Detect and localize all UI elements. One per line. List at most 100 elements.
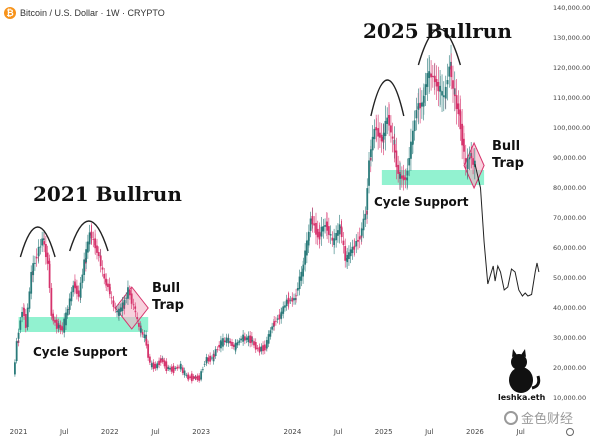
candle-body: [390, 125, 392, 133]
candle-body: [209, 355, 212, 362]
candle-body: [52, 316, 55, 321]
candle-body: [178, 366, 180, 368]
candle-body: [269, 330, 272, 337]
candle-body: [342, 240, 345, 246]
candle-body: [229, 341, 232, 344]
candle-body: [231, 341, 233, 347]
annotation-bull-trap-1-line1: Bull: [152, 281, 180, 296]
candle-body: [280, 311, 283, 316]
y-tick-label: 90,000.00: [553, 154, 586, 162]
candle-body: [386, 117, 389, 125]
watermark-logo-icon: [504, 410, 518, 425]
watermark-text: 金色财经: [521, 412, 574, 427]
candle-body: [156, 363, 159, 368]
y-tick-label: 60,000.00: [553, 244, 586, 252]
candle-body: [19, 320, 22, 330]
candle-body: [444, 86, 447, 99]
annotation-bull-trap-2-line1: Bull: [492, 139, 520, 154]
candle-body: [422, 95, 425, 103]
candle-body: [223, 340, 226, 343]
candle-body: [289, 299, 292, 301]
candle-body: [340, 227, 343, 238]
annotation-2021-bullrun: 2021 Bullrun: [33, 182, 182, 206]
candle-body: [145, 339, 148, 346]
candle-body: [275, 320, 277, 322]
candle-body: [48, 263, 51, 288]
candle-body: [234, 342, 237, 349]
bitcoin-icon: ₿: [4, 7, 16, 19]
candle-body: [333, 239, 336, 241]
y-tick-label: 100,000.00: [553, 124, 590, 132]
x-tick-label: 2024: [283, 428, 301, 436]
candle-body: [254, 342, 257, 350]
y-tick-label: 80,000.00: [553, 184, 586, 192]
candle-body: [353, 245, 356, 248]
candle-body: [216, 349, 219, 351]
candle-body: [222, 338, 224, 347]
candle-body: [77, 290, 80, 297]
candle-body: [267, 334, 270, 344]
candle-body: [14, 362, 16, 375]
candle-body: [360, 228, 363, 236]
candle-body: [83, 259, 86, 275]
candle-body: [15, 341, 18, 362]
y-tick-label: 10,000.00: [553, 394, 586, 402]
candle-body: [232, 344, 235, 347]
candle-body: [316, 228, 319, 238]
candle-body: [402, 175, 405, 181]
y-tick-label: 40,000.00: [553, 304, 586, 312]
candle-body: [132, 304, 135, 306]
candle-body: [220, 341, 223, 346]
candle-body: [287, 298, 290, 303]
candle-body: [455, 95, 458, 109]
candle-body: [205, 357, 208, 364]
candle-body: [296, 288, 299, 291]
x-tick-label: 2022: [101, 428, 119, 436]
candle-body: [76, 285, 78, 294]
candle-body: [190, 373, 193, 382]
candle-body: [278, 314, 281, 320]
candle-body: [424, 84, 427, 95]
candle-body: [368, 160, 370, 186]
candle-body: [130, 293, 133, 304]
candle-body: [26, 307, 29, 328]
candle-body: [262, 345, 264, 352]
candle-body: [165, 361, 168, 372]
candle-body: [448, 66, 451, 77]
cycle-support-zone: [18, 317, 149, 332]
cat-tail-icon: [531, 375, 541, 390]
candle-body: [420, 102, 423, 107]
candle-body: [313, 223, 316, 226]
candle-body: [112, 300, 115, 307]
candle-body: [37, 246, 40, 257]
candle-body: [400, 175, 403, 179]
x-axis: 2021 Jul 2022 Jul 2023 2024 Jul 2025 Jul 2026 Jul: [10, 428, 525, 436]
chart-title: Bitcoin / U.S. Dollar · 1W · CRYPTO: [20, 8, 165, 18]
candle-body: [24, 313, 27, 328]
candle-body: [253, 341, 255, 346]
candle-body: [282, 306, 285, 314]
candle-body: [318, 233, 321, 236]
candle-body: [327, 226, 330, 235]
candle-body: [198, 375, 201, 381]
candle-body: [298, 276, 301, 290]
zone-layer: [18, 141, 485, 332]
candle-body: [129, 290, 131, 296]
x-tick-label: Jul: [59, 428, 69, 436]
annotation-cycle-support-1: Cycle Support: [33, 345, 128, 359]
candle-body: [265, 340, 268, 349]
candle-body: [249, 335, 252, 344]
candle-body: [203, 363, 206, 365]
candle-body: [107, 283, 109, 288]
candle-body: [70, 291, 73, 302]
candle-body: [410, 141, 412, 159]
candle-body: [431, 75, 434, 78]
candle-body: [105, 279, 108, 286]
candle-body: [366, 188, 369, 210]
candle-body: [159, 358, 162, 363]
candle-body: [55, 319, 58, 329]
y-tick-label: 140,000.00: [553, 4, 590, 12]
candle-body: [101, 267, 104, 270]
candle-body: [92, 239, 95, 241]
